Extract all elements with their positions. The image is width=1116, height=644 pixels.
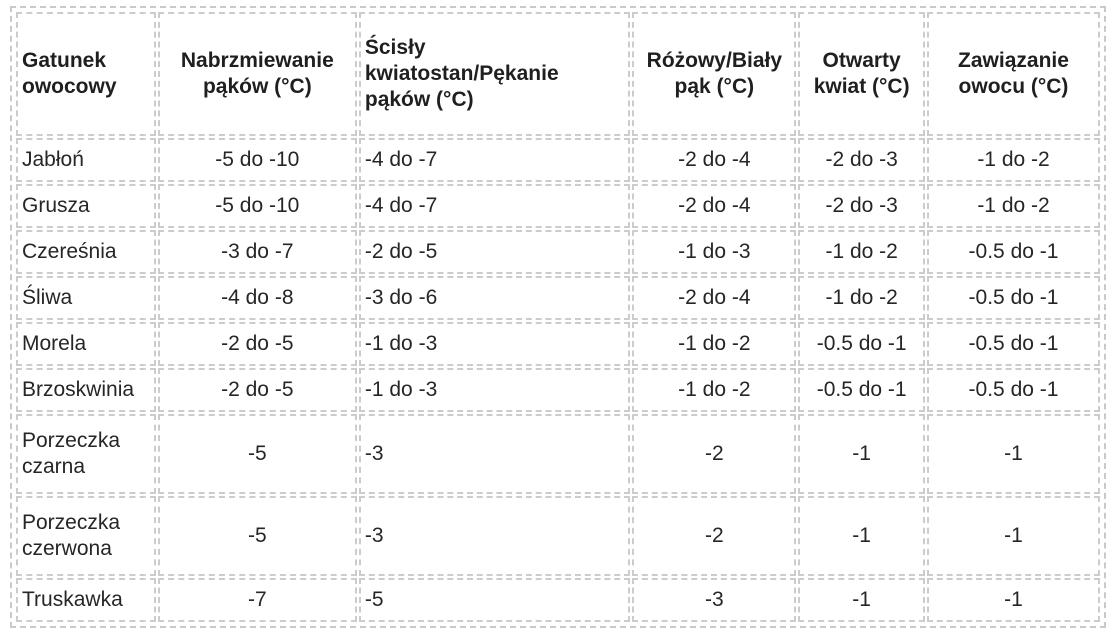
cell-bud-swelling: -3 do -7 [157, 230, 357, 274]
cell-tight-cluster: -1 do -3 [358, 322, 631, 366]
cell-bud-swelling: -7 [157, 578, 357, 622]
frost-tolerance-table-container: Gatunek owocowy Nabrzmiewanie pąków (°C)… [10, 6, 1106, 628]
cell-tight-cluster: -3 do -6 [358, 276, 631, 320]
cell-pink-white-bud: -1 do -2 [632, 368, 797, 412]
table-row: Jabłoń -5 do -10 -4 do -7 -2 do -4 -2 do… [16, 138, 1100, 182]
header-fruit-set: Zawiązanie owocu (°C) [927, 12, 1100, 136]
cell-species: Morela [16, 322, 156, 366]
cell-open-bloom: -2 do -3 [798, 138, 925, 182]
cell-pink-white-bud: -1 do -3 [632, 230, 797, 274]
cell-pink-white-bud: -2 do -4 [632, 184, 797, 228]
cell-species: Truskawka [16, 578, 156, 622]
table-row: Brzoskwinia -2 do -5 -1 do -3 -1 do -2 -… [16, 368, 1100, 412]
cell-species: Śliwa [16, 276, 156, 320]
cell-species: Porzeczka czerwona [16, 496, 156, 576]
table-row: Porzeczka czarna -5 -3 -2 -1 -1 [16, 414, 1100, 494]
header-tight-cluster: Ścisły kwiatostan/Pękanie pąków (°C) [358, 12, 631, 136]
cell-fruit-set: -1 [927, 578, 1100, 622]
cell-fruit-set: -1 [927, 414, 1100, 494]
cell-open-bloom: -0.5 do -1 [798, 322, 925, 366]
cell-fruit-set: -0.5 do -1 [927, 368, 1100, 412]
cell-bud-swelling: -2 do -5 [157, 368, 357, 412]
cell-species: Grusza [16, 184, 156, 228]
cell-tight-cluster: -5 [358, 578, 631, 622]
cell-open-bloom: -1 [798, 414, 925, 494]
cell-tight-cluster: -4 do -7 [358, 138, 631, 182]
cell-pink-white-bud: -1 do -2 [632, 322, 797, 366]
cell-pink-white-bud: -3 [632, 578, 797, 622]
table-row: Śliwa -4 do -8 -3 do -6 -2 do -4 -1 do -… [16, 276, 1100, 320]
cell-fruit-set: -1 do -2 [927, 184, 1100, 228]
cell-tight-cluster: -3 [358, 414, 631, 494]
cell-fruit-set: -1 do -2 [927, 138, 1100, 182]
cell-pink-white-bud: -2 [632, 414, 797, 494]
cell-bud-swelling: -4 do -8 [157, 276, 357, 320]
cell-open-bloom: -1 do -2 [798, 276, 925, 320]
table-header-row: Gatunek owocowy Nabrzmiewanie pąków (°C)… [16, 12, 1100, 136]
cell-tight-cluster: -3 [358, 496, 631, 576]
cell-open-bloom: -0.5 do -1 [798, 368, 925, 412]
table-row: Grusza -5 do -10 -4 do -7 -2 do -4 -2 do… [16, 184, 1100, 228]
cell-open-bloom: -1 do -2 [798, 230, 925, 274]
cell-bud-swelling: -2 do -5 [157, 322, 357, 366]
cell-fruit-set: -0.5 do -1 [927, 230, 1100, 274]
cell-fruit-set: -0.5 do -1 [927, 276, 1100, 320]
cell-species: Porzeczka czarna [16, 414, 156, 494]
cell-open-bloom: -1 [798, 496, 925, 576]
cell-open-bloom: -2 do -3 [798, 184, 925, 228]
cell-fruit-set: -0.5 do -1 [927, 322, 1100, 366]
cell-tight-cluster: -2 do -5 [358, 230, 631, 274]
table-row: Czereśnia -3 do -7 -2 do -5 -1 do -3 -1 … [16, 230, 1100, 274]
table-row: Morela -2 do -5 -1 do -3 -1 do -2 -0.5 d… [16, 322, 1100, 366]
cell-bud-swelling: -5 [157, 414, 357, 494]
cell-bud-swelling: -5 [157, 496, 357, 576]
table-row: Truskawka -7 -5 -3 -1 -1 [16, 578, 1100, 622]
cell-tight-cluster: -1 do -3 [358, 368, 631, 412]
header-pink-white-bud: Różowy/Biały pąk (°C) [632, 12, 797, 136]
cell-open-bloom: -1 [798, 578, 925, 622]
cell-pink-white-bud: -2 do -4 [632, 138, 797, 182]
cell-pink-white-bud: -2 [632, 496, 797, 576]
header-species: Gatunek owocowy [16, 12, 156, 136]
header-open-bloom: Otwarty kwiat (°C) [798, 12, 925, 136]
table-row: Porzeczka czerwona -5 -3 -2 -1 -1 [16, 496, 1100, 576]
cell-bud-swelling: -5 do -10 [157, 138, 357, 182]
cell-tight-cluster: -4 do -7 [358, 184, 631, 228]
cell-species: Jabłoń [16, 138, 156, 182]
cell-pink-white-bud: -2 do -4 [632, 276, 797, 320]
cell-species: Brzoskwinia [16, 368, 156, 412]
header-bud-swelling: Nabrzmiewanie pąków (°C) [157, 12, 357, 136]
frost-tolerance-table: Gatunek owocowy Nabrzmiewanie pąków (°C)… [14, 10, 1102, 624]
cell-fruit-set: -1 [927, 496, 1100, 576]
cell-species: Czereśnia [16, 230, 156, 274]
cell-bud-swelling: -5 do -10 [157, 184, 357, 228]
